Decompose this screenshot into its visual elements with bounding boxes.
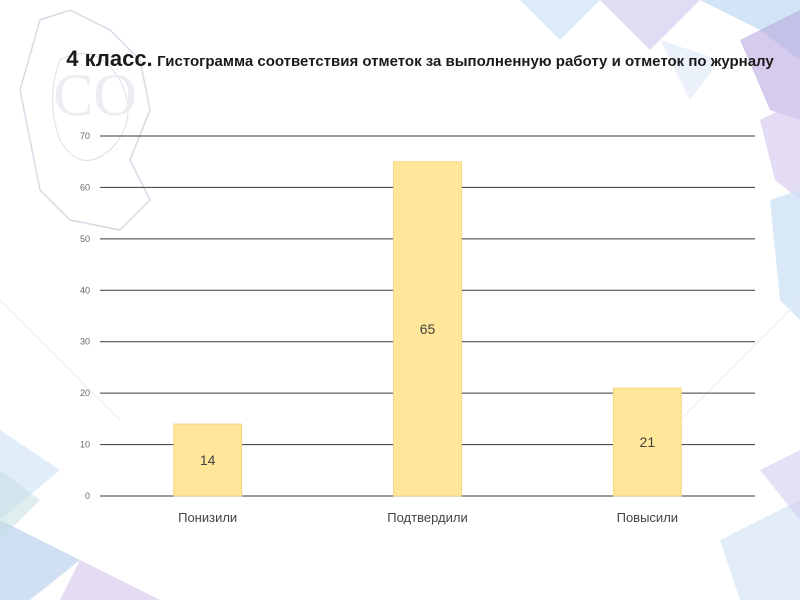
y-tick-label: 70 — [80, 131, 90, 141]
data-label: 65 — [420, 321, 436, 337]
data-label: 21 — [640, 434, 656, 450]
y-tick-label: 40 — [80, 285, 90, 295]
bar — [173, 423, 243, 497]
y-tick-label: 60 — [80, 182, 90, 192]
svg-text:CO: CO — [53, 62, 136, 128]
bar — [612, 387, 682, 497]
x-category-label: Повысили — [617, 510, 678, 525]
data-label: 14 — [200, 452, 216, 468]
y-tick-label: 0 — [85, 491, 90, 501]
x-category-label: Понизили — [178, 510, 237, 525]
x-category-label: Подтвердили — [387, 510, 467, 525]
bar — [393, 161, 462, 497]
y-tick-label: 20 — [80, 388, 90, 398]
y-tick-label: 10 — [80, 440, 90, 450]
chart-title-main: 4 класс. — [66, 46, 153, 71]
y-tick-label: 50 — [80, 234, 90, 244]
chart-title: 4 класс. Гистограмма соответствия отмето… — [60, 44, 780, 77]
y-tick-label: 30 — [80, 337, 90, 347]
chart-title-rest: Гистограмма соответствия отметок за выпо… — [157, 53, 774, 70]
